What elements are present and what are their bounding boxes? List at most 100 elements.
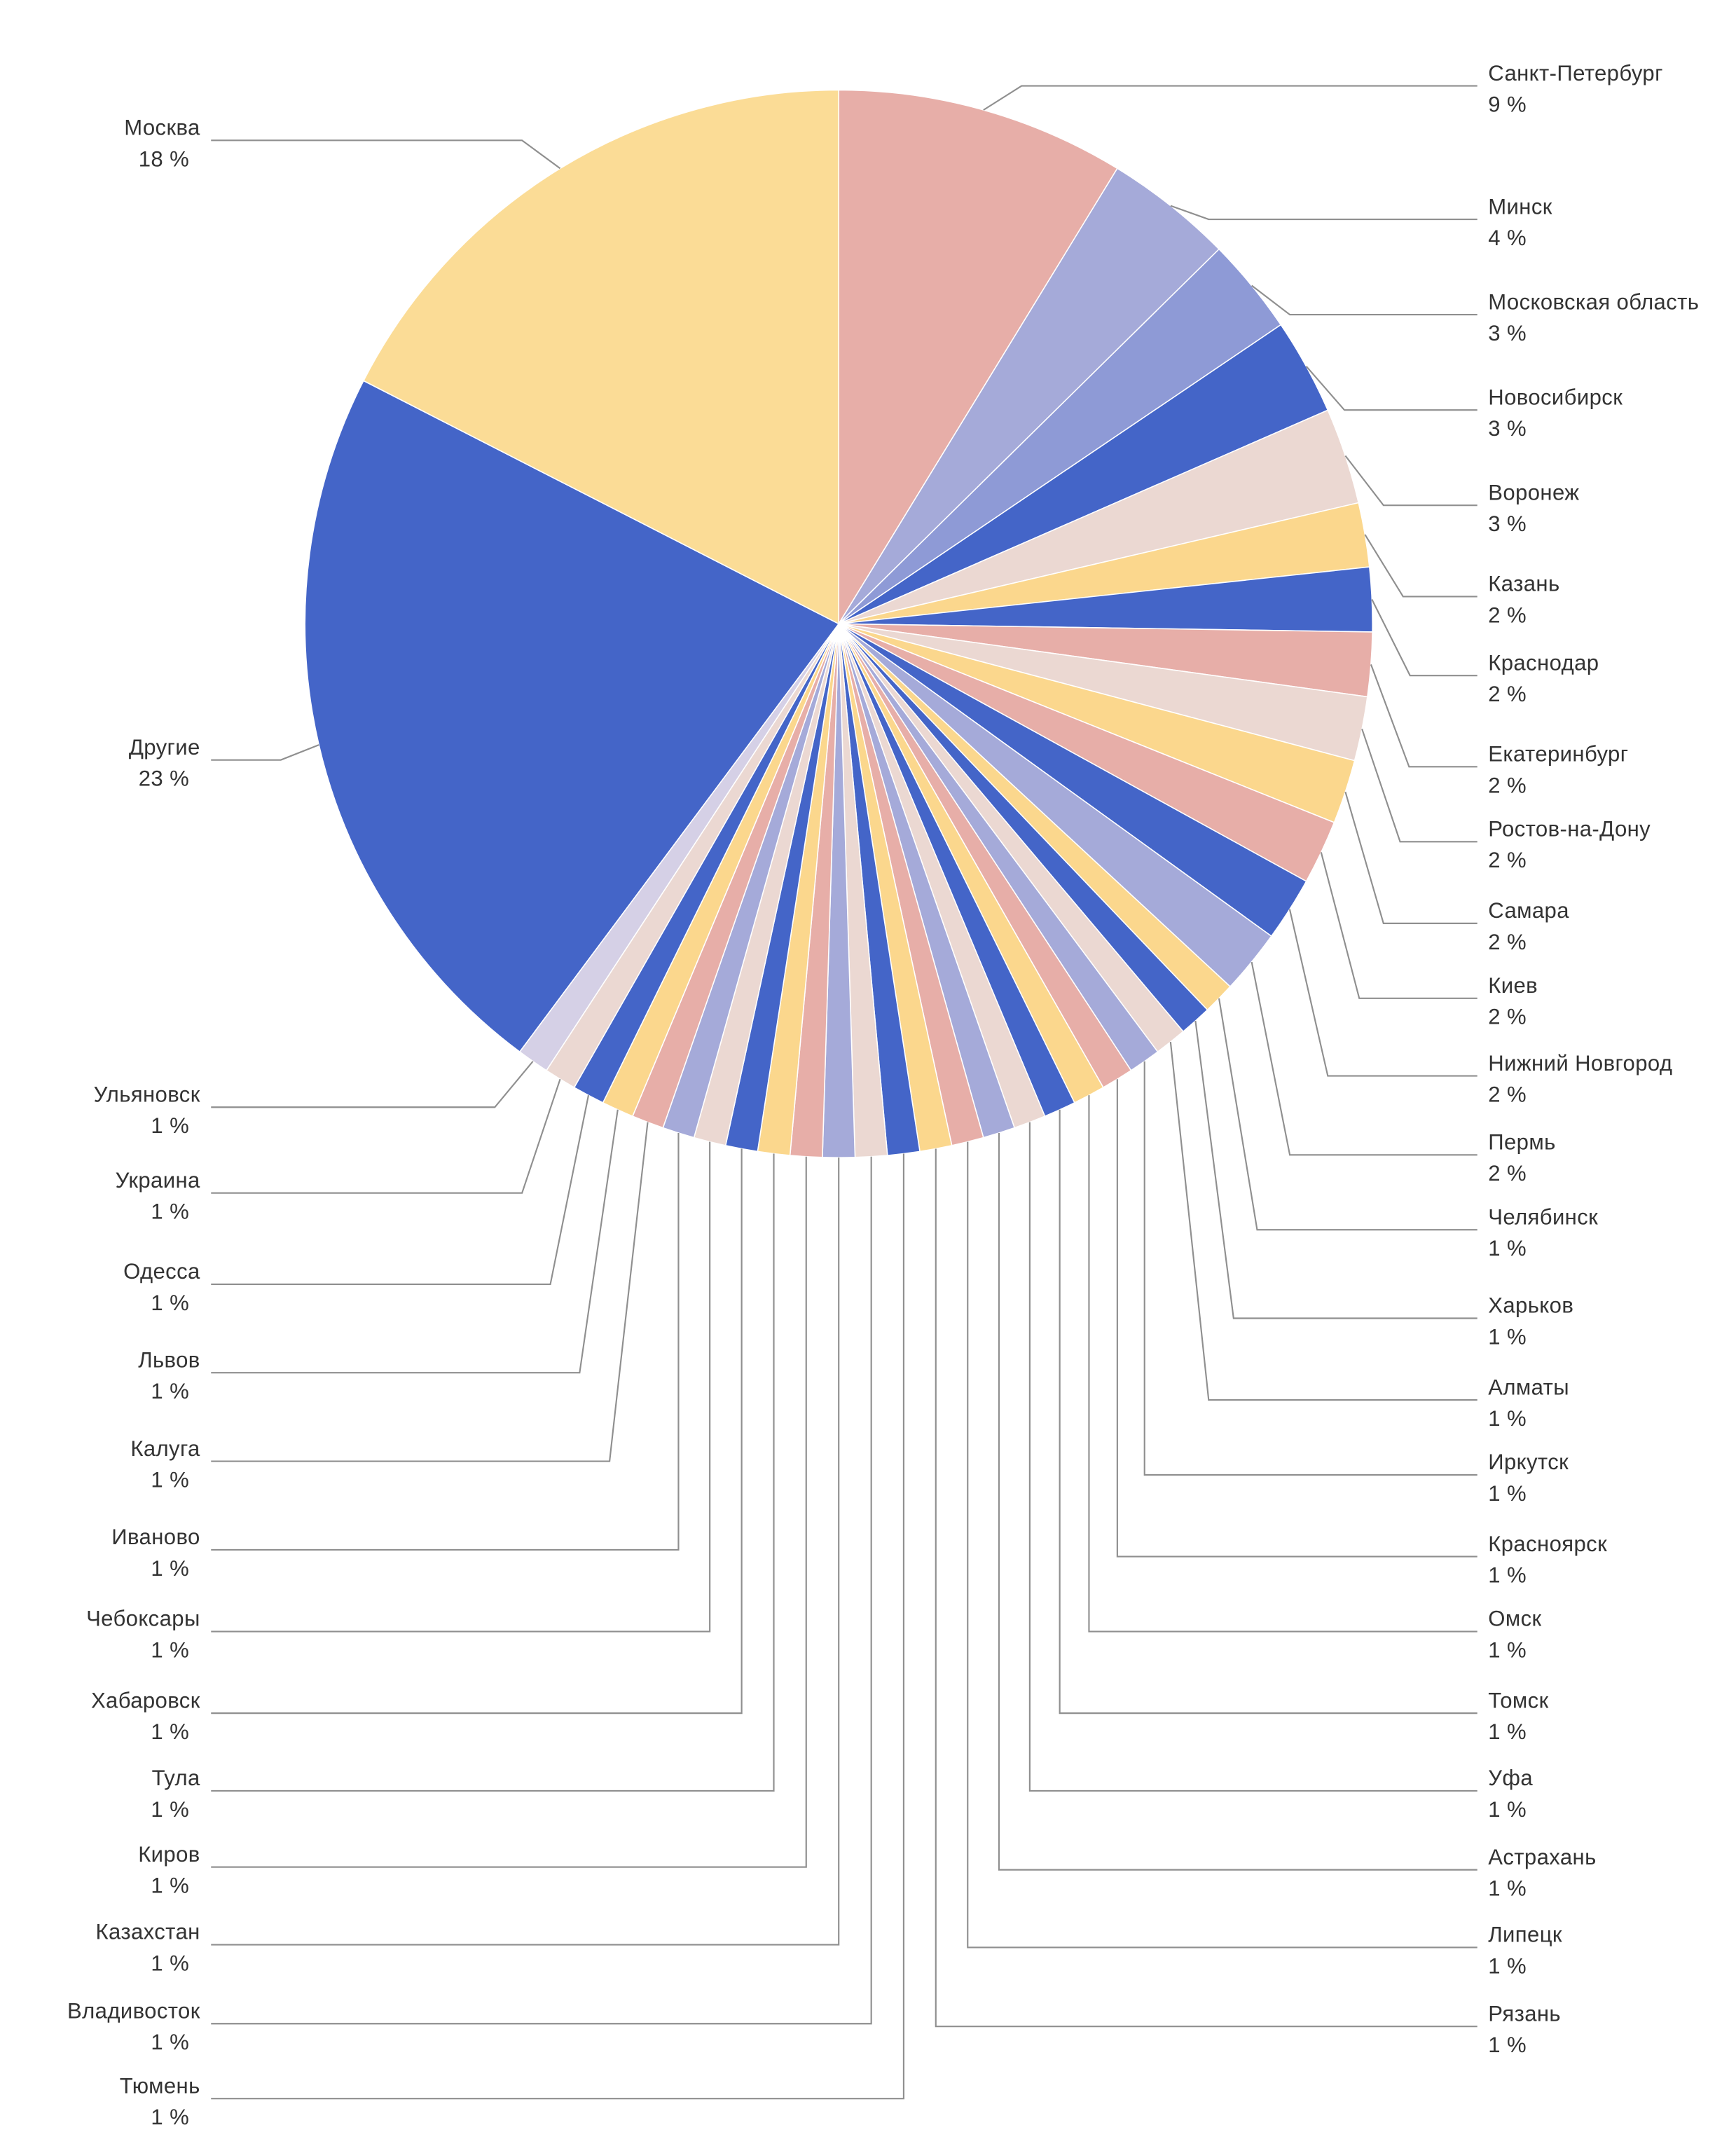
pie-slices xyxy=(304,89,1373,1158)
leader-line xyxy=(211,1141,711,1633)
leader-line xyxy=(211,1153,775,1792)
slice-label: Другие xyxy=(129,735,200,760)
slice-label: Самара xyxy=(1488,898,1569,923)
leader-line xyxy=(211,1094,590,1285)
slice-label: Владивосток xyxy=(67,1998,200,2023)
leader-line xyxy=(1344,455,1477,507)
slice-percent-label: 1 % xyxy=(1488,1719,1527,1744)
leader-line xyxy=(1116,1079,1477,1558)
leader-line xyxy=(998,1132,1477,1871)
slice-percent-label: 1 % xyxy=(1488,1481,1527,1506)
slice-percent-label: 1 % xyxy=(151,2105,189,2129)
slice-label: Краснодар xyxy=(1488,650,1599,675)
leader-line xyxy=(211,744,319,761)
leader-line xyxy=(1194,1020,1477,1319)
slice-percent-label: 2 % xyxy=(1488,1005,1527,1029)
leader-line xyxy=(1251,284,1477,316)
slice-label: Уфа xyxy=(1488,1766,1533,1790)
leader-line xyxy=(211,1157,840,1946)
slice-percent-label: 1 % xyxy=(1488,1563,1527,1588)
slice-percent-label: 2 % xyxy=(1488,773,1527,797)
slice-label: Ростов-на-Дону xyxy=(1488,816,1651,841)
leader-line xyxy=(1170,205,1477,221)
slice-label: Воронеж xyxy=(1488,480,1579,504)
slice-label: Омск xyxy=(1488,1607,1541,1631)
leader-line xyxy=(967,1141,1477,1949)
slice-label: Тюмень xyxy=(120,2073,200,2098)
leader-line xyxy=(211,1156,807,1868)
leader-line xyxy=(211,1148,743,1715)
leader-line xyxy=(211,1156,872,2025)
slice-percent-label: 1 % xyxy=(151,1719,189,1744)
leader-line xyxy=(211,1122,649,1462)
slice-percent-label: 1 % xyxy=(1488,1637,1527,1662)
slice-label: Одесса xyxy=(123,1259,200,1284)
slice-label: Львов xyxy=(138,1347,200,1372)
slice-label: Калуга xyxy=(130,1436,200,1461)
slice-percent-label: 1 % xyxy=(151,1113,189,1138)
slice-percent-label: 1 % xyxy=(1488,1324,1527,1349)
leader-line xyxy=(1088,1095,1477,1633)
slice-label: Санкт-Петербург xyxy=(1488,61,1663,85)
slice-label: Хабаровск xyxy=(91,1688,200,1712)
leader-line xyxy=(1344,791,1477,924)
leader-line xyxy=(211,1109,619,1374)
slice-label: Минск xyxy=(1488,194,1552,219)
slice-percent-label: 2 % xyxy=(1488,1082,1527,1106)
slice-labels: Санкт-Петербург 9 % Минск 4 % Московская обл… xyxy=(67,61,1699,2129)
slice-label: Украина xyxy=(116,1168,200,1193)
leader-line xyxy=(1169,1041,1477,1401)
slice-percent-label: 1 % xyxy=(151,1379,189,1403)
slice-percent-label: 3 % xyxy=(1488,321,1527,345)
slice-label: Красноярск xyxy=(1488,1532,1607,1556)
slice-percent-label: 3 % xyxy=(1488,416,1527,441)
leader-line xyxy=(1288,909,1477,1077)
slice-label: Челябинск xyxy=(1488,1204,1598,1229)
slice-percent-label: 9 % xyxy=(1488,92,1527,117)
slice-label: Харьков xyxy=(1488,1293,1573,1318)
slice-percent-label: 23 % xyxy=(139,767,189,791)
leader-line xyxy=(1251,961,1477,1156)
slice-label: Тула xyxy=(152,1766,200,1790)
leader-line xyxy=(1320,852,1477,999)
slice-label: Ульяновск xyxy=(94,1082,200,1106)
slice-label: Киев xyxy=(1488,973,1538,998)
slice-label: Рязань xyxy=(1488,2001,1561,2026)
slice-label: Алматы xyxy=(1488,1375,1569,1399)
slice-percent-label: 1 % xyxy=(1488,1953,1527,1978)
leader-line xyxy=(1371,599,1477,677)
slice-label: Пермь xyxy=(1488,1129,1555,1154)
slice-label: Новосибирск xyxy=(1488,385,1623,409)
slice-percent-label: 1 % xyxy=(151,2030,189,2054)
slice-percent-label: 1 % xyxy=(1488,1876,1527,1901)
slice-percent-label: 2 % xyxy=(1488,603,1527,627)
slice-label: Киров xyxy=(138,1842,200,1867)
slice-label: Москва xyxy=(124,116,200,140)
slice-label: Иваново xyxy=(111,1525,200,1549)
slice-percent-label: 1 % xyxy=(151,1291,189,1315)
leader-lines xyxy=(211,85,1477,2100)
slice-percent-label: 3 % xyxy=(1488,511,1527,536)
slice-label: Казань xyxy=(1488,572,1559,596)
slice-label: Липецк xyxy=(1488,1923,1562,1947)
slice-label: Нижний Новгород xyxy=(1488,1051,1672,1076)
leader-line xyxy=(1059,1109,1477,1715)
pie-slice xyxy=(838,89,1118,626)
slice-percent-label: 1 % xyxy=(151,1951,189,1975)
slice-percent-label: 2 % xyxy=(1488,1161,1527,1186)
slice-percent-label: 1 % xyxy=(151,1637,189,1662)
leader-line xyxy=(935,1148,1477,2028)
slice-percent-label: 1 % xyxy=(1488,1236,1527,1260)
slice-percent-label: 1 % xyxy=(151,1874,189,1898)
slice-label: Томск xyxy=(1488,1688,1548,1712)
slice-percent-label: 1 % xyxy=(151,1200,189,1224)
leader-line xyxy=(1364,534,1477,598)
leader-line xyxy=(211,1132,680,1551)
slice-percent-label: 2 % xyxy=(1488,848,1527,872)
leader-line xyxy=(983,85,1477,111)
pie-slice xyxy=(362,89,839,625)
slice-percent-label: 1 % xyxy=(1488,1406,1527,1431)
slice-percent-label: 2 % xyxy=(1488,930,1527,954)
